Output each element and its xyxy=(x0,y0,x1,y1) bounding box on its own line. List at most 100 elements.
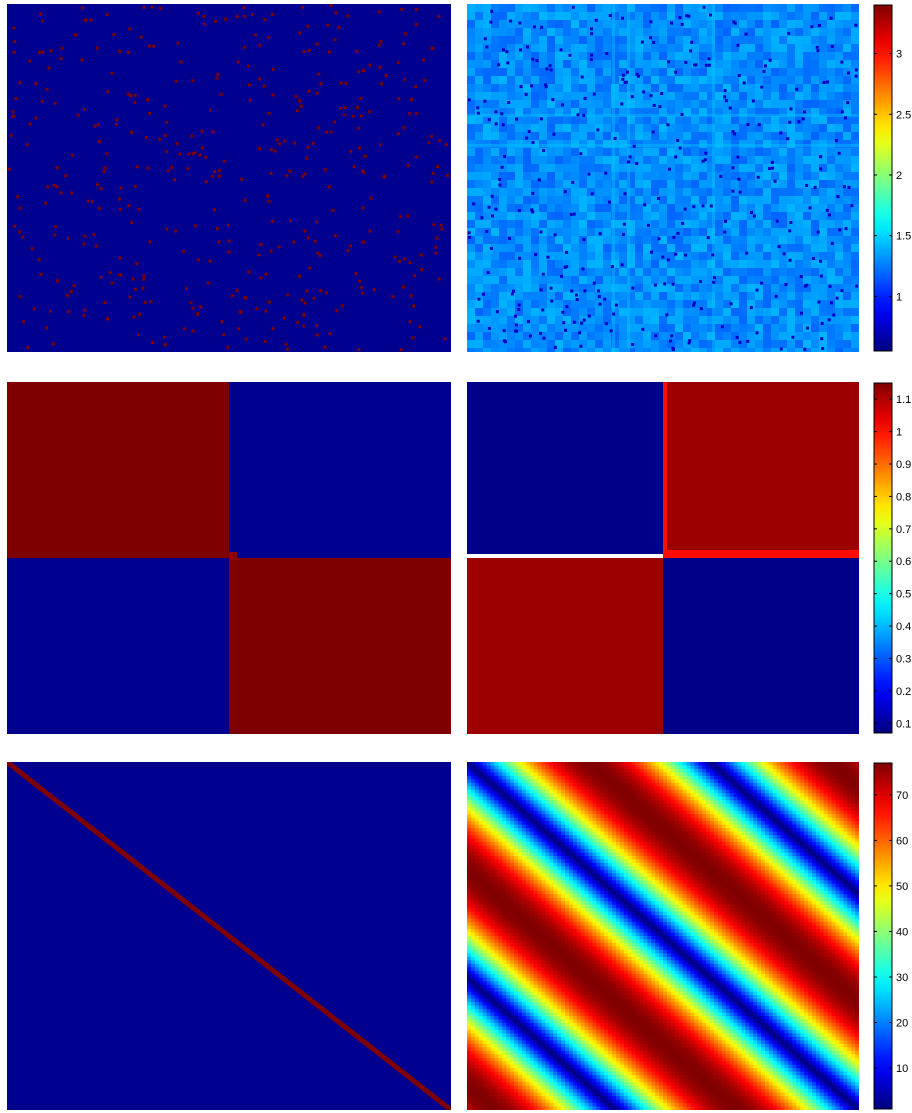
matrix-cell xyxy=(576,807,582,812)
matrix-cell xyxy=(787,188,795,196)
matrix-entry xyxy=(720,325,724,329)
matrix-entry xyxy=(660,91,664,95)
matrix-cell xyxy=(667,92,675,100)
matrix-cell xyxy=(739,228,747,236)
matrix-cell xyxy=(698,768,703,774)
matrix-cell xyxy=(745,796,750,801)
matrix-cell xyxy=(792,824,797,829)
matrix-cell xyxy=(611,148,619,156)
matrix-cell xyxy=(851,172,859,180)
matrix-cell xyxy=(619,810,625,815)
colorbar-tick-label: 1.1 xyxy=(896,394,911,406)
matrix-cell xyxy=(483,132,491,140)
matrix-cell xyxy=(771,92,779,100)
matrix-cell xyxy=(779,20,787,28)
matrix-entry xyxy=(699,280,703,284)
matrix-entry xyxy=(306,236,310,240)
matrix-entry xyxy=(72,284,76,288)
matrix-cell xyxy=(531,340,539,348)
matrix-cell xyxy=(739,36,747,44)
matrix-cell xyxy=(639,821,644,826)
matrix-cell xyxy=(615,786,621,791)
matrix-cell xyxy=(747,4,755,12)
matrix-entry xyxy=(132,315,136,319)
matrix-cell xyxy=(608,807,613,812)
matrix-cell xyxy=(478,817,484,822)
matrix-cell xyxy=(647,814,652,819)
matrix-cell xyxy=(470,828,476,833)
matrix-cell xyxy=(768,800,774,805)
matrix-cell xyxy=(499,124,507,132)
matrix-cell xyxy=(491,132,499,140)
matrix-cell xyxy=(694,796,699,801)
matrix-cell xyxy=(753,800,758,805)
matrix-cell xyxy=(467,44,475,52)
matrix-cell xyxy=(531,108,539,116)
matrix-cell xyxy=(779,252,787,260)
matrix-cell xyxy=(515,244,523,252)
matrix-entry xyxy=(30,247,34,251)
matrix-entry xyxy=(738,190,742,194)
matrix-cell xyxy=(547,108,555,116)
matrix-cell xyxy=(663,828,668,833)
sparse-matrix-plot xyxy=(7,4,451,352)
matrix-cell xyxy=(467,276,475,284)
matrix-entry xyxy=(215,76,219,80)
matrix-cell xyxy=(623,807,629,812)
matrix-cell xyxy=(715,148,723,156)
matrix-cell xyxy=(619,814,625,819)
matrix-cell xyxy=(494,796,499,801)
matrix-cell xyxy=(635,52,643,60)
matrix-cell xyxy=(678,800,684,805)
matrix-cell xyxy=(651,803,656,808)
matrix-cell xyxy=(490,779,496,784)
matrix-cell xyxy=(787,164,795,172)
matrix-cell xyxy=(663,807,668,812)
matrix-cell xyxy=(659,762,664,767)
matrix-entry xyxy=(396,230,400,234)
matrix-cell xyxy=(555,212,563,220)
matrix-cell xyxy=(787,84,795,92)
matrix-cell xyxy=(494,810,499,815)
matrix-cell xyxy=(787,44,795,52)
matrix-entry xyxy=(289,219,293,223)
matrix-entry xyxy=(286,293,290,297)
matrix-cell xyxy=(747,76,755,84)
matrix-cell xyxy=(780,782,786,787)
matrix-cell xyxy=(611,44,619,52)
matrix-cell xyxy=(721,807,727,812)
matrix-cell xyxy=(483,28,491,36)
matrix-cell xyxy=(467,324,475,332)
matrix-cell xyxy=(715,4,723,12)
matrix-cell xyxy=(595,164,603,172)
matrix-entry xyxy=(202,14,206,18)
matrix-cell xyxy=(639,807,644,812)
matrix-cell xyxy=(784,765,790,770)
matrix-cell xyxy=(587,316,595,324)
matrix-cell xyxy=(771,68,779,76)
matrix-cell xyxy=(627,772,633,777)
matrix-cell xyxy=(467,92,475,100)
matrix-cell xyxy=(507,20,515,28)
matrix-cell xyxy=(667,180,675,188)
matrix-cell xyxy=(694,821,699,826)
matrix-cell xyxy=(467,348,475,352)
matrix-cell xyxy=(707,268,715,276)
matrix-cell xyxy=(815,765,821,770)
matrix-cell xyxy=(595,348,603,352)
matrix-cell xyxy=(768,810,774,815)
matrix-cell xyxy=(795,204,803,212)
matrix-cell xyxy=(683,36,691,44)
matrix-cell xyxy=(776,828,782,833)
matrix-entry xyxy=(481,292,485,296)
matrix-cell xyxy=(588,824,594,829)
matrix-cell xyxy=(651,228,659,236)
matrix-entry xyxy=(746,339,750,343)
matrix-cell xyxy=(745,793,750,798)
matrix-entry xyxy=(603,297,607,301)
matrix-cell xyxy=(698,779,703,784)
matrix-cell xyxy=(847,796,852,801)
matrix-cell xyxy=(643,116,651,124)
matrix-cell xyxy=(800,762,805,767)
matrix-cell xyxy=(804,803,809,808)
